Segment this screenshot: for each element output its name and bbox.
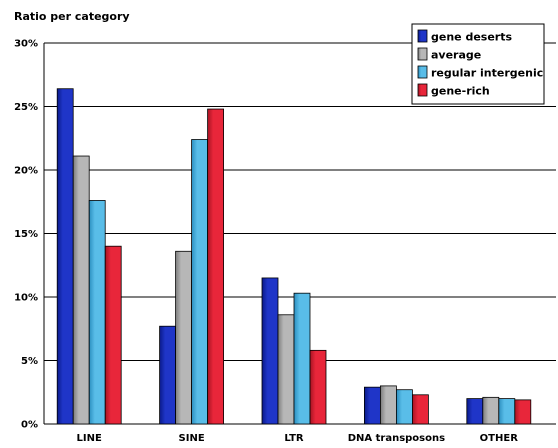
y-ticks: 0% 5% 10% 15% 20% 25% 30% (14, 39, 38, 431)
bar-regular-intergenic-ltr (293, 292, 311, 425)
legend-label: regular intergenic (431, 67, 543, 80)
bar-average-other (482, 396, 500, 425)
x-tick-label: SINE (179, 433, 205, 444)
legend-box (411, 23, 545, 105)
bar-gene-deserts-other (466, 398, 484, 425)
bar-gene-deserts-ltr (261, 277, 279, 425)
bar-gene-deserts-sine (159, 325, 177, 425)
legend-swatch (417, 83, 428, 97)
bar-gene-rich-line (104, 245, 122, 425)
y-tick-label: 10% (14, 293, 38, 304)
bar-gene-deserts-dna-transposons (363, 386, 381, 425)
bar-regular-intergenic-dna-transposons (395, 389, 413, 425)
legend-label: gene-rich (431, 85, 490, 98)
bar-gene-rich-ltr (309, 349, 327, 425)
y-tick-label: 25% (14, 102, 38, 113)
legend-label: average (431, 49, 481, 62)
bar-gene-rich-other (514, 399, 532, 425)
x-tick-label: LINE (77, 433, 102, 444)
legend-swatch (417, 47, 428, 61)
y-tick-label: 0% (21, 420, 38, 431)
y-tick-label: 20% (14, 166, 38, 177)
x-tick-label: DNA transposons (348, 433, 445, 444)
x-ticks: LINE SINE LTR DNA transposons OTHER (77, 433, 519, 444)
x-tick-label: OTHER (480, 433, 519, 444)
bar-regular-intergenic-line (88, 200, 106, 425)
bar-average-dna-transposons (379, 385, 397, 425)
bar-regular-intergenic-other (498, 398, 516, 425)
y-axis-label: Ratio per category (14, 10, 130, 23)
bar-gene-rich-dna-transposons (411, 394, 429, 425)
bars (56, 88, 532, 425)
x-tick-label: LTR (284, 433, 304, 444)
y-tick-label: 5% (21, 356, 38, 367)
bar-average-line (72, 155, 90, 425)
legend: gene deserts average regular intergenic gen… (411, 23, 545, 105)
legend-label: gene deserts (431, 31, 512, 44)
y-tick-label: 30% (14, 39, 38, 50)
bar-gene-deserts-line (56, 88, 74, 425)
bar-gene-rich-sine (207, 108, 225, 425)
bar-average-sine (175, 250, 193, 425)
legend-swatch (417, 29, 428, 43)
legend-swatch (417, 65, 428, 79)
bar-average-ltr (277, 314, 295, 425)
bar-regular-intergenic-sine (191, 139, 209, 425)
y-tick-label: 15% (14, 229, 38, 240)
